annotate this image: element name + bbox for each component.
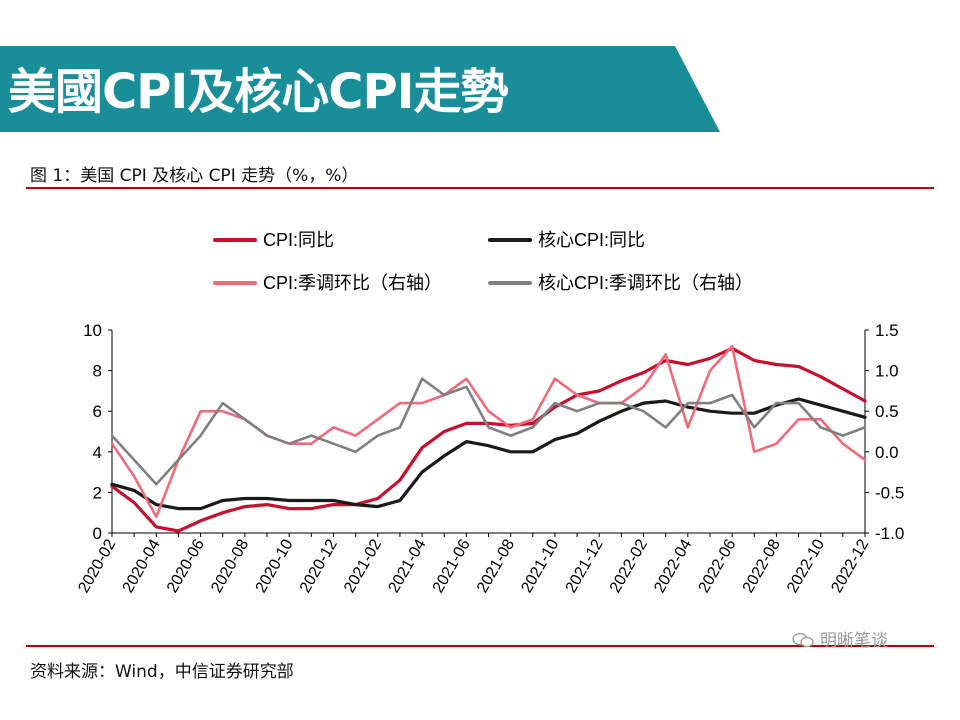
series-line-2 [110,397,867,511]
series-line-4 [110,377,867,486]
x-tick-label: 2022-12 [828,536,872,595]
source-note: 资料来源：Wind，中信证券研究部 [30,662,294,682]
x-tick-label: 2021-10 [518,536,562,595]
chart-legend: CPI:同比 核心CPI:同比 CPI:季调环比（右轴） 核心CPI:季调环比（右轴） [213,230,753,293]
x-tick-label: 2020-06 [164,536,208,595]
x-tick-label: 2021-08 [474,536,518,595]
series-line-1 [110,346,867,533]
legend-label: CPI:季调环比（右轴） [263,273,442,293]
cpi-line-chart: CPI:同比 核心CPI:同比 CPI:季调环比（右轴） 核心CPI:季调环比（右轴）… [75,230,904,596]
y-left-tick-label: 4 [93,443,102,462]
y-left-tick-label: 8 [93,362,102,381]
chart-series [110,344,867,533]
figure-caption: 图 1：美国 CPI 及核心 CPI 走势（%，%） [30,166,359,186]
x-tick-label: 2022-06 [696,536,740,595]
x-tick-label: 2020-10 [253,536,297,595]
x-tick-label: 2020-04 [120,536,164,595]
y-right-tick-label: 1.0 [875,362,899,381]
y-right-tick-label: 0.0 [875,443,899,462]
legend-label: 核心CPI:同比 [538,230,645,250]
x-tick-label: 2021-12 [563,536,607,595]
wechat-icon [792,632,814,648]
title-banner [0,46,720,132]
x-tick-label: 2020-02 [75,536,119,595]
caption-rule [26,187,934,189]
watermark: 明晰笔谈 [792,626,888,651]
x-tick-label: 2022-10 [784,536,828,595]
source-rule [26,645,934,647]
x-tick-label: 2020-08 [208,536,252,595]
x-tick-label: 2022-02 [607,536,651,595]
x-tick-label: 2021-06 [430,536,474,595]
x-tick-label: 2022-08 [740,536,784,595]
y-left-tick-label: 10 [83,321,102,340]
y-left-tick-label: 0 [93,524,102,543]
x-tick-label: 2020-12 [297,536,341,595]
legend-label: CPI:同比 [263,230,334,250]
page-title: 美國CPI及核心CPI走勢 [8,64,509,120]
y-right-tick-label: 1.5 [875,321,899,340]
x-tick-label: 2021-02 [341,536,385,595]
y-right-tick-label: 0.5 [875,402,899,421]
y-right-tick-label: -1.0 [875,524,904,543]
y-left-tick-label: 6 [93,402,102,421]
x-tick-label: 2022-04 [651,536,695,595]
y-right-tick-label: -0.5 [875,483,904,502]
x-tick-label: 2021-04 [385,536,429,595]
watermark-text: 明晰笔谈 [820,631,888,651]
legend-label: 核心CPI:季调环比（右轴） [538,273,753,293]
series-line-3 [110,344,867,519]
y-left-tick-label: 2 [93,483,102,502]
